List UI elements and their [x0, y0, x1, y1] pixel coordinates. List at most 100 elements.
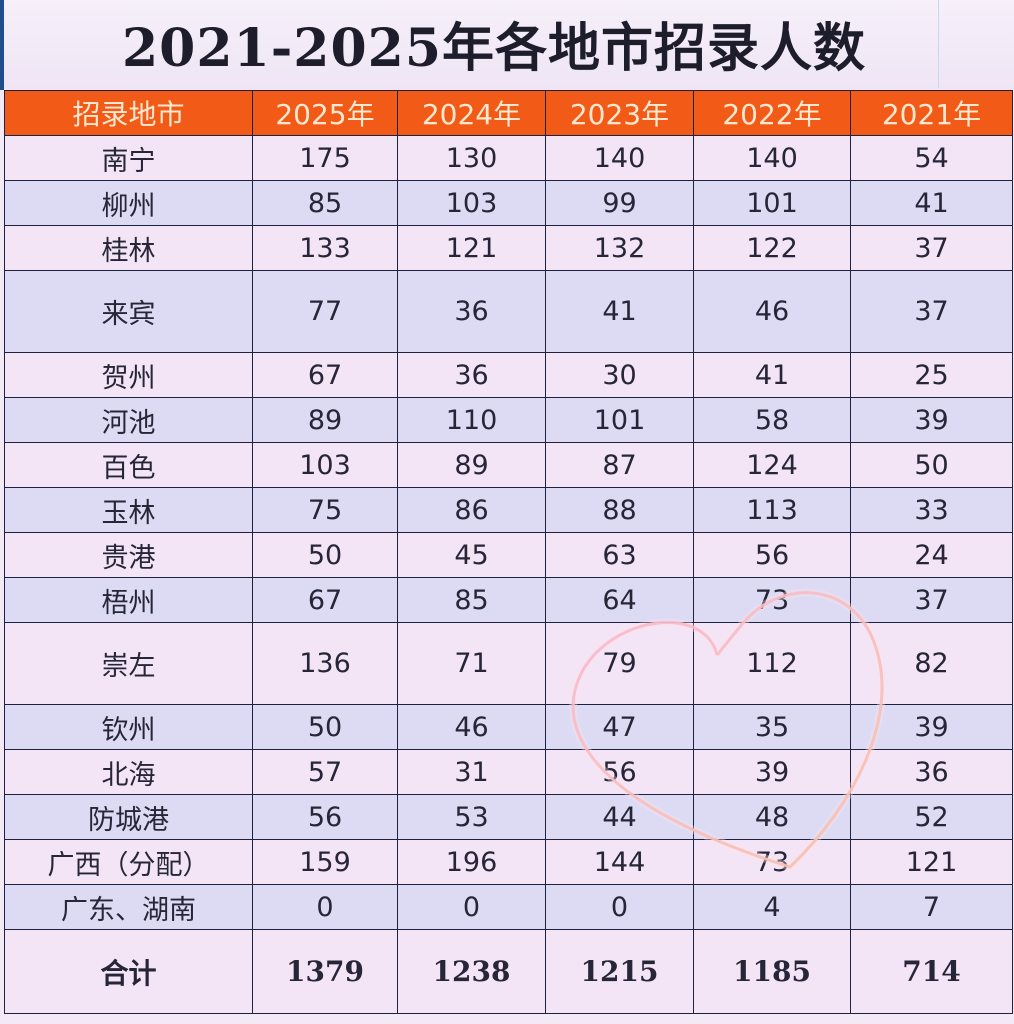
city-cell: 防城港 [4, 794, 253, 840]
value-cell: 101 [545, 397, 694, 443]
value-cell: 54 [850, 135, 1013, 181]
city-cell: 钦州 [4, 704, 253, 750]
value-cell: 37 [850, 270, 1013, 353]
value-cell: 33 [850, 487, 1013, 533]
value-cell: 136 [252, 622, 398, 705]
city-cell: 柳州 [4, 180, 253, 226]
value-cell: 44 [545, 794, 694, 840]
value-cell: 39 [850, 704, 1013, 750]
value-cell: 56 [545, 749, 694, 795]
total-value-cell: 714 [850, 929, 1013, 1014]
value-cell: 36 [397, 270, 546, 353]
value-cell: 87 [545, 442, 694, 488]
city-cell: 来宾 [4, 270, 253, 353]
city-cell: 北海 [4, 749, 253, 795]
value-cell: 50 [252, 704, 398, 750]
value-cell: 35 [693, 704, 851, 750]
total-row: 合计 1379 1238 1215 1185 714 [4, 929, 1013, 1014]
value-cell: 31 [397, 749, 546, 795]
value-cell: 47 [545, 704, 694, 750]
value-cell: 39 [850, 397, 1013, 443]
value-cell: 30 [545, 352, 694, 398]
city-cell: 百色 [4, 442, 253, 488]
total-label: 合计 [4, 929, 253, 1014]
value-cell: 110 [397, 397, 546, 443]
value-cell: 64 [545, 577, 694, 623]
table-row: 桂林 133 121 132 122 37 [4, 225, 1013, 271]
value-cell: 101 [693, 180, 851, 226]
city-cell: 河池 [4, 397, 253, 443]
value-cell: 50 [252, 532, 398, 578]
value-cell: 88 [545, 487, 694, 533]
city-cell: 广西（分配） [4, 839, 253, 885]
value-cell: 112 [693, 622, 851, 705]
recruitment-table: 招录地市 2025年 2024年 2023年 2022年 2021年 南宁 175… [4, 90, 1013, 1014]
value-cell: 113 [693, 487, 851, 533]
table-row: 南宁 175 130 140 140 54 [4, 135, 1013, 181]
value-cell: 122 [693, 225, 851, 271]
value-cell: 4 [693, 884, 851, 930]
value-cell: 196 [397, 839, 546, 885]
value-cell: 46 [693, 270, 851, 353]
value-cell: 73 [693, 577, 851, 623]
value-cell: 48 [693, 794, 851, 840]
city-cell: 崇左 [4, 622, 253, 705]
value-cell: 140 [545, 135, 694, 181]
table-row: 广东、湖南 0 0 0 4 7 [4, 884, 1013, 930]
value-cell: 67 [252, 577, 398, 623]
value-cell: 132 [545, 225, 694, 271]
value-cell: 57 [252, 749, 398, 795]
table-row: 百色 103 89 87 124 50 [4, 442, 1013, 488]
value-cell: 103 [397, 180, 546, 226]
value-cell: 52 [850, 794, 1013, 840]
table-row: 玉林 75 86 88 113 33 [4, 487, 1013, 533]
value-cell: 39 [693, 749, 851, 795]
value-cell: 53 [397, 794, 546, 840]
table-body: 南宁 175 130 140 140 54 柳州 85 103 99 101 41 桂林 133 121 13… [4, 135, 1013, 1014]
header-cell-2023: 2023年 [545, 90, 694, 136]
chart-title: 2021-2025年各地市招录人数 [122, 18, 867, 79]
city-cell: 梧州 [4, 577, 253, 623]
value-cell: 124 [693, 442, 851, 488]
city-cell: 广东、湖南 [4, 884, 253, 930]
total-value-cell: 1185 [693, 929, 851, 1014]
value-cell: 0 [397, 884, 546, 930]
value-cell: 46 [397, 704, 546, 750]
value-cell: 130 [397, 135, 546, 181]
value-cell: 36 [850, 749, 1013, 795]
city-cell: 玉林 [4, 487, 253, 533]
value-cell: 159 [252, 839, 398, 885]
divider-line [938, 0, 939, 88]
city-cell: 桂林 [4, 225, 253, 271]
header-cell-2021: 2021年 [850, 90, 1013, 136]
value-cell: 41 [850, 180, 1013, 226]
title-bar: 2021-2025年各地市招录人数 [4, 0, 1014, 90]
value-cell: 58 [693, 397, 851, 443]
left-accent-stripe [0, 0, 4, 90]
city-cell: 贺州 [4, 352, 253, 398]
value-cell: 56 [693, 532, 851, 578]
table-row: 广西（分配） 159 196 144 73 121 [4, 839, 1013, 885]
total-value-cell: 1238 [397, 929, 546, 1014]
value-cell: 133 [252, 225, 398, 271]
table-row: 贺州 67 36 30 41 25 [4, 352, 1013, 398]
value-cell: 140 [693, 135, 851, 181]
header-cell-2022: 2022年 [693, 90, 851, 136]
value-cell: 7 [850, 884, 1013, 930]
value-cell: 121 [850, 839, 1013, 885]
value-cell: 103 [252, 442, 398, 488]
city-cell: 南宁 [4, 135, 253, 181]
value-cell: 82 [850, 622, 1013, 705]
value-cell: 85 [252, 180, 398, 226]
value-cell: 89 [252, 397, 398, 443]
header-row: 招录地市 2025年 2024年 2023年 2022年 2021年 [4, 90, 1013, 136]
value-cell: 121 [397, 225, 546, 271]
value-cell: 79 [545, 622, 694, 705]
value-cell: 77 [252, 270, 398, 353]
header-cell-city: 招录地市 [4, 90, 253, 136]
value-cell: 24 [850, 532, 1013, 578]
value-cell: 0 [252, 884, 398, 930]
table-row: 钦州 50 46 47 35 39 [4, 704, 1013, 750]
value-cell: 41 [693, 352, 851, 398]
header-cell-2025: 2025年 [252, 90, 398, 136]
